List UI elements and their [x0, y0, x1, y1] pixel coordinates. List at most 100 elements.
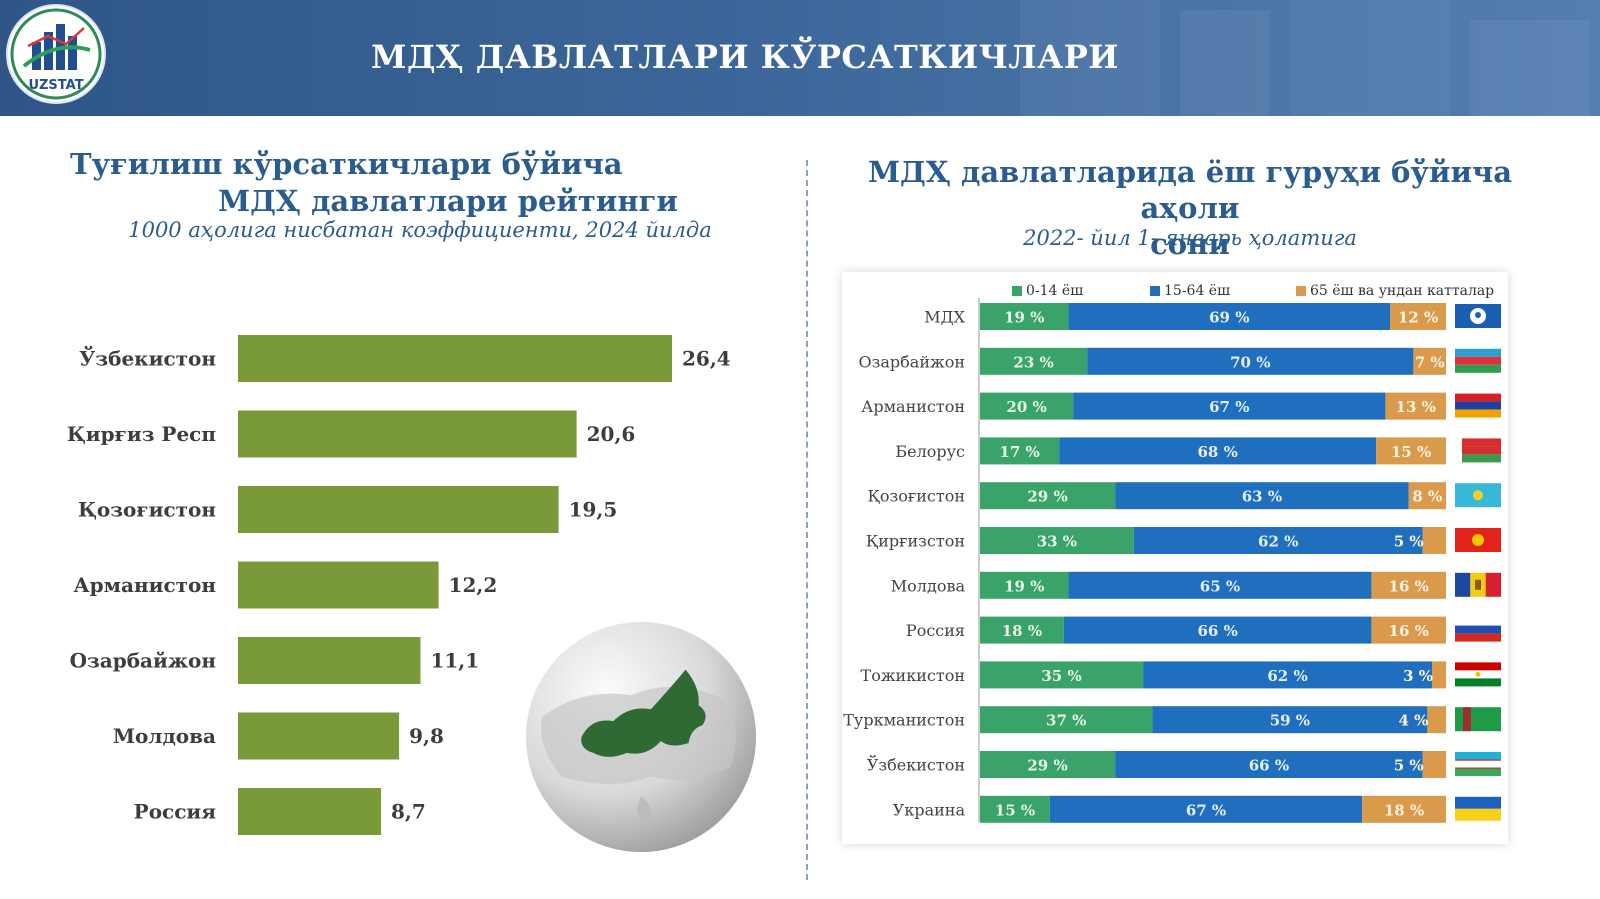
segment-label-9-2: 4 %	[1398, 712, 1428, 730]
segment-label-3-1: 68 %	[1197, 443, 1237, 461]
bar-6	[238, 788, 382, 835]
data-label-6: 8,7	[391, 800, 426, 824]
segment-11-1	[1049, 795, 1363, 823]
uzstat-logo: UZSTAT	[6, 4, 106, 104]
segment-label-3-2: 15 %	[1391, 443, 1431, 461]
segment-5-2	[1422, 527, 1446, 554]
country-label-ўзбекистон: Ўзбекистон	[867, 754, 965, 775]
flag-band	[1463, 707, 1471, 732]
segment-3-1	[1059, 437, 1377, 465]
bar-0	[238, 335, 672, 382]
segment-4-0	[980, 482, 1116, 510]
segment-2-2	[1385, 392, 1446, 420]
age-title-line2: сони	[1150, 227, 1230, 261]
category-label-3: Арманистон	[73, 573, 216, 597]
segment-label-6-0: 19 %	[1004, 577, 1044, 595]
flag-band	[1455, 759, 1501, 761]
segment-3-0	[980, 437, 1060, 465]
kazakhstan-flag-icon	[1455, 483, 1501, 508]
legend-swatch-2	[1296, 286, 1306, 296]
segment-label-1-1: 70 %	[1230, 353, 1270, 371]
bar-3	[238, 561, 439, 609]
segment-10-0	[980, 751, 1116, 778]
segment-label-5-0: 33 %	[1037, 533, 1077, 551]
age-structure-chart-title: МДҲ давлатларида ёш гуруҳи бўйича аҳоли …	[820, 154, 1560, 262]
data-label-1: 20,6	[587, 422, 636, 446]
globe-icon	[525, 621, 757, 853]
legend-label-2: 65 ёш ва ундан катталар	[1310, 283, 1494, 299]
flag-band	[1455, 760, 1501, 768]
data-label-4: 11,1	[430, 649, 479, 673]
segment-label-2-1: 67 %	[1209, 398, 1249, 416]
segment-label-9-1: 59 %	[1270, 712, 1310, 730]
segment-8-0	[980, 661, 1144, 689]
flag-band	[1455, 768, 1501, 776]
birth-rate-title-line1: Туғилиш кўрсаткичлари бўйича	[70, 147, 623, 181]
segment-6-2	[1371, 571, 1446, 599]
country-label-тожикистон: Тожикистон	[861, 666, 965, 685]
bar-4	[238, 637, 421, 684]
flag-band	[1455, 625, 1501, 634]
flag-emblem	[1475, 671, 1481, 677]
segment-0-2	[1390, 303, 1446, 330]
segment-6-1	[1068, 571, 1372, 599]
category-label-5: Молдова	[113, 724, 216, 748]
logo-text: UZSTAT	[28, 78, 84, 93]
flag-band	[1455, 678, 1501, 687]
flag-band	[1455, 438, 1462, 463]
country-label-қирғизстон: Қирғизстон	[866, 532, 965, 551]
segment-10-1	[1115, 751, 1423, 778]
header-banner: UZSTAT МДҲ ДАВЛАТЛАРИ КЎРСАТКИЧЛАРИ	[0, 0, 1600, 116]
country-label-мдх: МДХ	[924, 308, 965, 327]
flag-band	[1485, 572, 1501, 597]
segment-label-7-0: 18 %	[1002, 622, 1042, 640]
flag-band	[1455, 454, 1501, 463]
flag-band	[1455, 808, 1501, 821]
segment-1-2	[1413, 347, 1446, 375]
segment-8-1	[1143, 661, 1433, 689]
segment-label-10-0: 29 %	[1027, 757, 1067, 775]
flag-band	[1455, 617, 1501, 626]
segment-8-2	[1432, 661, 1446, 689]
segment-label-11-2: 18 %	[1384, 801, 1424, 819]
segment-11-0	[980, 795, 1050, 823]
country-label-қозоғистон: Қозоғистон	[867, 487, 965, 506]
segment-1-0	[980, 347, 1088, 375]
segment-label-8-1: 62 %	[1267, 667, 1307, 685]
bar-2	[238, 486, 559, 533]
tajikistan-flag-icon	[1455, 662, 1501, 687]
segment-label-7-2: 16 %	[1389, 622, 1429, 640]
flag-band	[1455, 438, 1501, 447]
section-divider	[806, 160, 808, 880]
segment-label-2-0: 20 %	[1006, 398, 1046, 416]
segment-label-4-1: 63 %	[1242, 488, 1282, 506]
segment-label-10-1: 66 %	[1249, 757, 1289, 775]
moldova-flag-icon	[1455, 572, 1501, 597]
country-label-россия: Россия	[906, 621, 965, 640]
bar-1	[238, 410, 577, 458]
segment-9-2	[1427, 706, 1446, 734]
category-label-2: Қозоғистон	[78, 498, 216, 522]
segment-7-2	[1371, 616, 1446, 644]
segment-label-9-0: 37 %	[1046, 712, 1086, 730]
segment-4-1	[1115, 482, 1409, 510]
segment-label-11-1: 67 %	[1186, 801, 1226, 819]
category-label-0: Ўзбекистон	[79, 345, 216, 371]
birth-rate-title-line2: МДҲ давлатлари рейтинги	[218, 184, 678, 218]
cis-flag-icon	[1455, 304, 1501, 328]
flag-band	[1455, 572, 1471, 597]
segment-6-0	[980, 571, 1069, 599]
country-label-белорус: Белорус	[895, 442, 965, 461]
segment-10-2	[1422, 751, 1446, 778]
segment-label-7-1: 66 %	[1197, 622, 1237, 640]
segment-5-0	[980, 527, 1134, 554]
header-decoration	[1020, 0, 1590, 116]
data-label-2: 19,5	[569, 498, 618, 522]
country-label-озарбайжон: Озарбайжон	[859, 352, 965, 371]
segment-label-3-0: 17 %	[999, 443, 1039, 461]
segment-7-1	[1063, 616, 1372, 644]
segment-label-1-0: 23 %	[1013, 353, 1053, 371]
legend-swatch-0	[1012, 286, 1022, 296]
flag-band	[1455, 752, 1501, 760]
segment-7-0	[980, 616, 1064, 644]
